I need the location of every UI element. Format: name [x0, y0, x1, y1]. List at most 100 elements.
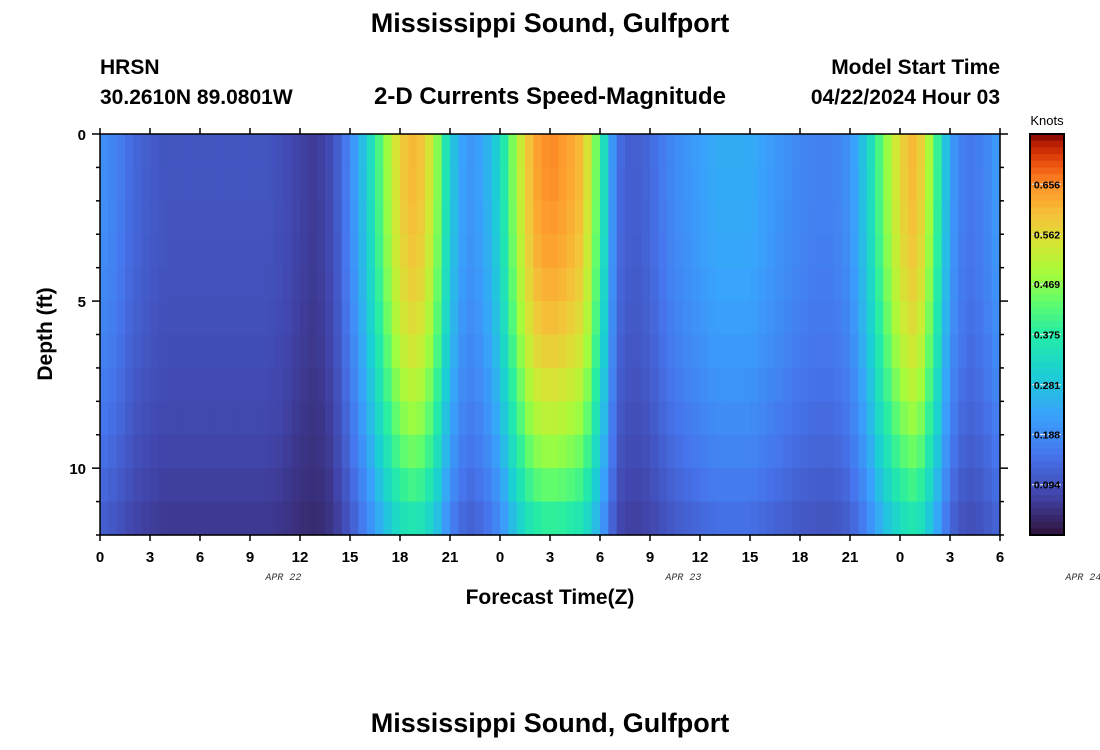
heatmap-cell	[233, 167, 243, 202]
heatmap-cell	[308, 167, 318, 202]
colorbar-segment	[1030, 367, 1064, 376]
heatmap-cell	[133, 301, 143, 336]
heatmap-cell	[550, 401, 559, 436]
heatmap-cell	[616, 334, 626, 369]
heatmap-cell	[883, 334, 893, 369]
heatmap-cell	[283, 401, 293, 436]
heatmap-cell	[275, 468, 284, 503]
heatmap-cell	[966, 334, 976, 369]
heatmap-cell	[441, 334, 451, 369]
heatmap-cell	[216, 434, 226, 469]
heatmap-cell	[166, 334, 176, 369]
heatmap-cell	[825, 267, 834, 302]
colorbar-segment	[1030, 314, 1064, 322]
heatmap-cell	[225, 301, 234, 336]
heatmap-cell	[200, 501, 209, 536]
heatmap-cell	[800, 200, 809, 235]
heatmap-cell	[891, 401, 901, 436]
heatmap-cell	[900, 468, 909, 503]
heatmap-cell	[891, 301, 901, 336]
heatmap-cell	[275, 401, 284, 436]
heatmap-cell	[208, 401, 218, 436]
colorbar-segment	[1030, 160, 1064, 169]
heatmap-cell	[500, 167, 509, 202]
heatmap-cell	[966, 301, 976, 336]
heatmap-cell	[891, 434, 901, 469]
heatmap-cell	[491, 434, 501, 469]
y-axis-label: Depth (ft)	[34, 287, 57, 380]
heatmap-cell	[333, 301, 343, 336]
heatmap-cell	[908, 134, 918, 169]
heatmap-cell	[125, 401, 134, 436]
heatmap-cell	[916, 501, 926, 536]
heatmap-cell	[116, 468, 126, 503]
heatmap-cell	[316, 167, 326, 202]
heatmap-cell	[266, 401, 276, 436]
heatmap-cell	[191, 501, 201, 536]
heatmap-cell	[633, 367, 643, 402]
heatmap-cell	[350, 401, 359, 436]
heatmap-cell	[941, 501, 951, 536]
heatmap-cell	[125, 501, 134, 536]
heatmap-cell	[183, 134, 193, 169]
heatmap-cell	[158, 301, 168, 336]
heatmap-cell	[700, 167, 709, 202]
heatmap-cell	[933, 501, 943, 536]
heatmap-cell	[558, 167, 568, 202]
x-tick-label: 21	[842, 549, 859, 566]
heatmap-cell	[458, 334, 468, 369]
heatmap-cell	[750, 200, 759, 235]
heatmap-cell	[183, 301, 193, 336]
heatmap-cell	[300, 501, 309, 536]
heatmap-cell	[583, 434, 593, 469]
heatmap-cell	[783, 367, 793, 402]
heatmap-cell	[808, 501, 818, 536]
x-tick-label: 9	[246, 549, 254, 566]
heatmap-cell	[425, 167, 434, 202]
heatmap-cell	[533, 334, 543, 369]
heatmap-cell	[833, 401, 843, 436]
heatmap-cell	[483, 434, 493, 469]
heatmap-cell	[500, 334, 509, 369]
heatmap-cell	[666, 334, 676, 369]
heatmap-cell	[516, 367, 526, 402]
heatmap-cell	[816, 234, 826, 269]
heatmap-cell	[600, 501, 609, 536]
heatmap-cell	[741, 200, 751, 235]
heatmap-cell	[550, 334, 559, 369]
heatmap-cell	[333, 200, 343, 235]
heatmap-cell	[258, 501, 268, 536]
heatmap-cell	[616, 167, 626, 202]
heatmap-cell	[466, 434, 476, 469]
heatmap-cell	[975, 501, 984, 536]
heatmap-cell	[483, 468, 493, 503]
colorbar-segment	[1030, 528, 1064, 536]
heatmap-cell	[175, 501, 184, 536]
heatmap-cell	[841, 200, 851, 235]
heatmap-cell	[933, 267, 943, 302]
heatmap-cell	[883, 234, 893, 269]
heatmap-cell	[900, 301, 909, 336]
heatmap-cell	[708, 434, 718, 469]
heatmap-cell	[391, 401, 401, 436]
heatmap-cell	[216, 234, 226, 269]
heatmap-cell	[350, 468, 359, 503]
heatmap-cell	[541, 401, 551, 436]
heatmap-cell	[250, 401, 259, 436]
page-title: Mississippi Sound, Gulfport	[370, 8, 730, 38]
heatmap-cell	[150, 401, 159, 436]
heatmap-cell	[541, 301, 551, 336]
heatmap-cell	[558, 134, 568, 169]
station-coordinates: 30.2610N 89.0801W	[100, 86, 293, 109]
heatmap-cell	[491, 468, 501, 503]
heatmap-cell	[566, 501, 576, 536]
heatmap-cell	[450, 468, 459, 503]
heatmap-cell	[125, 468, 134, 503]
heatmap-cell	[325, 234, 334, 269]
heatmap-cell	[483, 200, 493, 235]
heatmap-cell	[950, 334, 959, 369]
heatmap-cell	[100, 301, 109, 336]
heatmap-cell	[875, 501, 884, 536]
heatmap-cell	[266, 334, 276, 369]
heatmap-cell	[550, 200, 559, 235]
